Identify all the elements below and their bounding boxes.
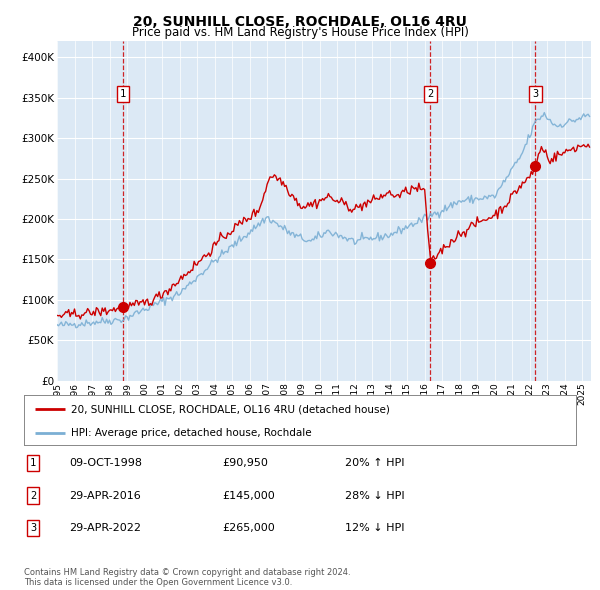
Text: 3: 3 (30, 523, 36, 533)
Text: 1: 1 (120, 89, 126, 99)
Text: 29-APR-2022: 29-APR-2022 (69, 523, 141, 533)
Text: 20, SUNHILL CLOSE, ROCHDALE, OL16 4RU: 20, SUNHILL CLOSE, ROCHDALE, OL16 4RU (133, 15, 467, 29)
Text: HPI: Average price, detached house, Rochdale: HPI: Average price, detached house, Roch… (71, 428, 311, 438)
Text: 09-OCT-1998: 09-OCT-1998 (69, 458, 142, 468)
Text: 28% ↓ HPI: 28% ↓ HPI (345, 491, 404, 500)
Text: 2: 2 (427, 89, 434, 99)
Text: 20, SUNHILL CLOSE, ROCHDALE, OL16 4RU (detached house): 20, SUNHILL CLOSE, ROCHDALE, OL16 4RU (d… (71, 404, 390, 414)
Text: 20% ↑ HPI: 20% ↑ HPI (345, 458, 404, 468)
Text: 1: 1 (30, 458, 36, 468)
Text: 12% ↓ HPI: 12% ↓ HPI (345, 523, 404, 533)
Text: £265,000: £265,000 (222, 523, 275, 533)
Text: 2: 2 (30, 491, 36, 500)
Text: 3: 3 (532, 89, 539, 99)
Text: Contains HM Land Registry data © Crown copyright and database right 2024.
This d: Contains HM Land Registry data © Crown c… (24, 568, 350, 587)
Text: £145,000: £145,000 (222, 491, 275, 500)
Text: Price paid vs. HM Land Registry's House Price Index (HPI): Price paid vs. HM Land Registry's House … (131, 26, 469, 39)
Text: £90,950: £90,950 (222, 458, 268, 468)
Text: 29-APR-2016: 29-APR-2016 (69, 491, 141, 500)
